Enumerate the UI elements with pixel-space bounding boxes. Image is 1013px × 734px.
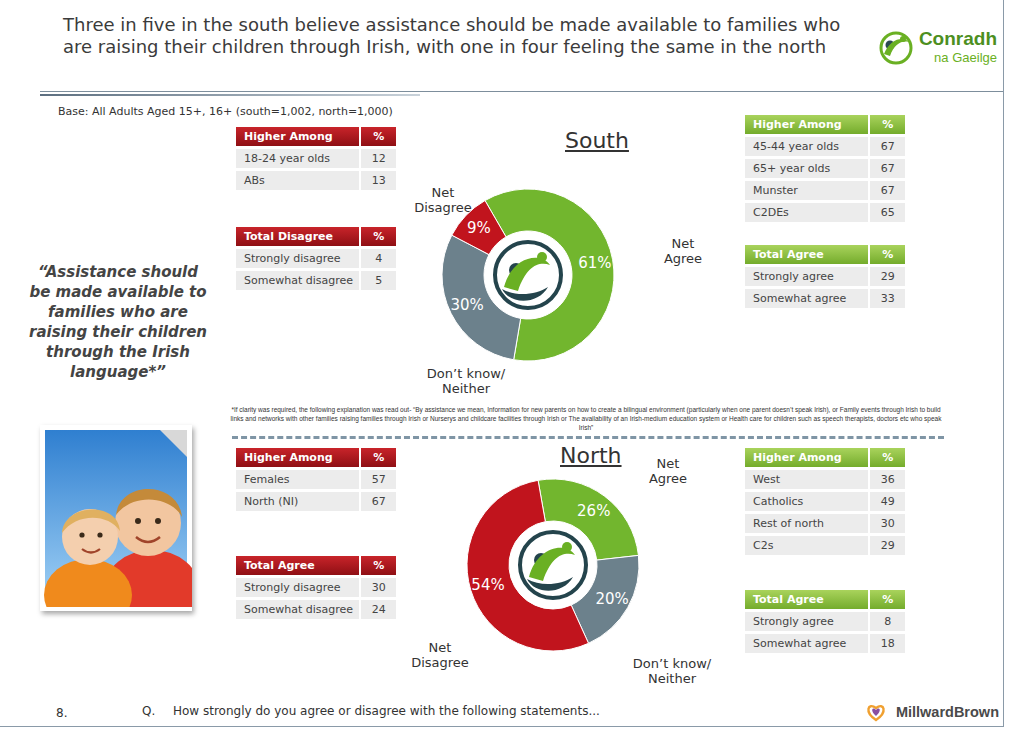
svg-text:Agree: Agree [664, 251, 702, 266]
svg-text:Disagree: Disagree [411, 655, 469, 670]
svg-text:26%: 26% [577, 502, 610, 520]
html-text:Total Disagree: Total Disagree [244, 230, 333, 243]
html-text:29: 29 [880, 270, 895, 283]
html-text:Base: All Adults Aged 15+, 16+: Base: All Adults Aged 15+, 16+ (south=1,… [58, 105, 393, 118]
html-text:Strongly agree: Strongly agree [753, 615, 834, 628]
html-text:West: West [753, 473, 780, 486]
html-text:18-24 year olds: 18-24 year olds [244, 152, 330, 165]
html-text:Females: Females [244, 473, 290, 486]
svg-text:Neither: Neither [442, 381, 491, 396]
html-text:12: 12 [371, 152, 386, 165]
html-text:Catholics: Catholics [753, 495, 804, 508]
html-text:Strongly agree: Strongly agree [753, 270, 834, 283]
svg-text:Don’t know/: Don’t know/ [633, 656, 712, 671]
html-text:“Assistance should be made ava: “Assistance should be made available to … [29, 263, 207, 381]
html-text:North: North [560, 443, 622, 468]
html-text:29: 29 [880, 539, 895, 552]
html-text:Q.: Q. [142, 704, 156, 718]
html-text:67: 67 [371, 495, 386, 508]
svg-text:54%: 54% [471, 576, 504, 594]
svg-text:Neither: Neither [648, 671, 697, 686]
html-text:Somewhat agree: Somewhat agree [753, 292, 847, 305]
html-text:5: 5 [375, 274, 383, 287]
html-text:C2s: C2s [753, 539, 774, 552]
html-text:ABs: ABs [244, 174, 265, 187]
html-text:Strongly disagree: Strongly disagree [244, 252, 341, 265]
html-text:*If clarity was required, the: *If clarity was required, the following … [230, 406, 942, 431]
html-text:Total Agree: Total Agree [753, 593, 824, 606]
html-text:Higher Among: Higher Among [244, 451, 333, 464]
html-text:24: 24 [371, 603, 386, 616]
html-text:Higher Among: Higher Among [753, 451, 842, 464]
html-text:C2DEs: C2DEs [753, 206, 789, 219]
html-text:Somewhat disagree: Somewhat disagree [244, 603, 353, 616]
html-text:13: 13 [371, 174, 386, 187]
html-text:33: 33 [880, 292, 895, 305]
svg-text:Net: Net [429, 640, 452, 655]
html-text:65: 65 [880, 206, 895, 219]
html-text:Total Agree: Total Agree [244, 559, 315, 572]
svg-text:20%: 20% [595, 590, 628, 608]
svg-text:61%: 61% [578, 254, 611, 272]
svg-text:Disagree: Disagree [414, 200, 472, 215]
html-text:Three in five in the south bel: Three in five in the south believe assis… [63, 14, 841, 57]
html-text:65+ year olds: 65+ year olds [753, 162, 831, 175]
html-text:Higher Among: Higher Among [244, 130, 333, 143]
html-text:67: 67 [880, 184, 895, 197]
html-text:36: 36 [880, 473, 895, 486]
html-text:8.: 8. [56, 706, 68, 720]
html-text:Total Agree: Total Agree [753, 248, 824, 261]
html-text:45-44 year olds: 45-44 year olds [753, 140, 839, 153]
html-text:30: 30 [880, 517, 895, 530]
html-text:67: 67 [880, 140, 895, 153]
svg-text:30%: 30% [450, 296, 483, 314]
html-text:South: South [565, 128, 629, 153]
html-text:49: 49 [880, 495, 895, 508]
html-text:Munster: Munster [753, 184, 798, 197]
html-text:Somewhat disagree: Somewhat disagree [244, 274, 353, 287]
svg-text:9%: 9% [467, 219, 491, 237]
html-text:Higher Among: Higher Among [753, 118, 842, 131]
html-text:na Gaeilge: na Gaeilge [934, 50, 997, 65]
svg-text:Don’t know/: Don’t know/ [427, 366, 506, 381]
svg-text:Net: Net [657, 456, 680, 471]
html-text:Somewhat agree: Somewhat agree [753, 637, 847, 650]
svg-text:Net: Net [432, 185, 455, 200]
html-text:18: 18 [880, 637, 895, 650]
html-text:8: 8 [884, 615, 892, 628]
html-text:Conradh: Conradh [918, 28, 997, 49]
html-text:67: 67 [880, 162, 895, 175]
html-text:How strongly do you agree or d: How strongly do you agree or disagree wi… [173, 704, 600, 718]
svg-text:Net: Net [672, 236, 695, 251]
html-text:Rest of north: Rest of north [753, 517, 825, 530]
html-text:57: 57 [371, 473, 386, 486]
html-text:North (NI): North (NI) [244, 495, 299, 508]
html-text:4: 4 [375, 252, 383, 265]
html-text:Strongly disagree: Strongly disagree [244, 581, 341, 594]
html-text:30: 30 [371, 581, 386, 594]
svg-text:Agree: Agree [649, 471, 687, 486]
html-text:MillwardBrown: MillwardBrown [895, 704, 999, 720]
